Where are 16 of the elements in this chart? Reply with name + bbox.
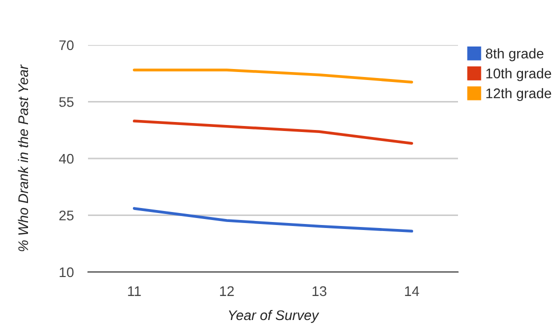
x-axis-title: Year of Survey	[228, 310, 320, 323]
x-tick-label: 11	[128, 286, 141, 296]
y-tick-label: 70	[59, 40, 74, 50]
y-axis-title: % Who Drank in the Past Year	[18, 64, 28, 252]
x-tick-label: 12	[220, 286, 234, 296]
legend-label: 12th grade	[486, 88, 552, 102]
y-tick-label: 25	[59, 210, 74, 220]
legend-label: 10th grade	[486, 68, 552, 82]
legend-label: 8th grade	[486, 48, 544, 62]
y-tick-label: 10	[60, 267, 74, 278]
x-tick-label: 13	[312, 286, 326, 296]
y-tick-label: 40	[58, 154, 74, 164]
line-series	[132, 207, 414, 233]
y-tick-label: 55	[59, 97, 74, 107]
line-series	[132, 120, 414, 145]
x-tick-label: 14	[405, 286, 420, 296]
